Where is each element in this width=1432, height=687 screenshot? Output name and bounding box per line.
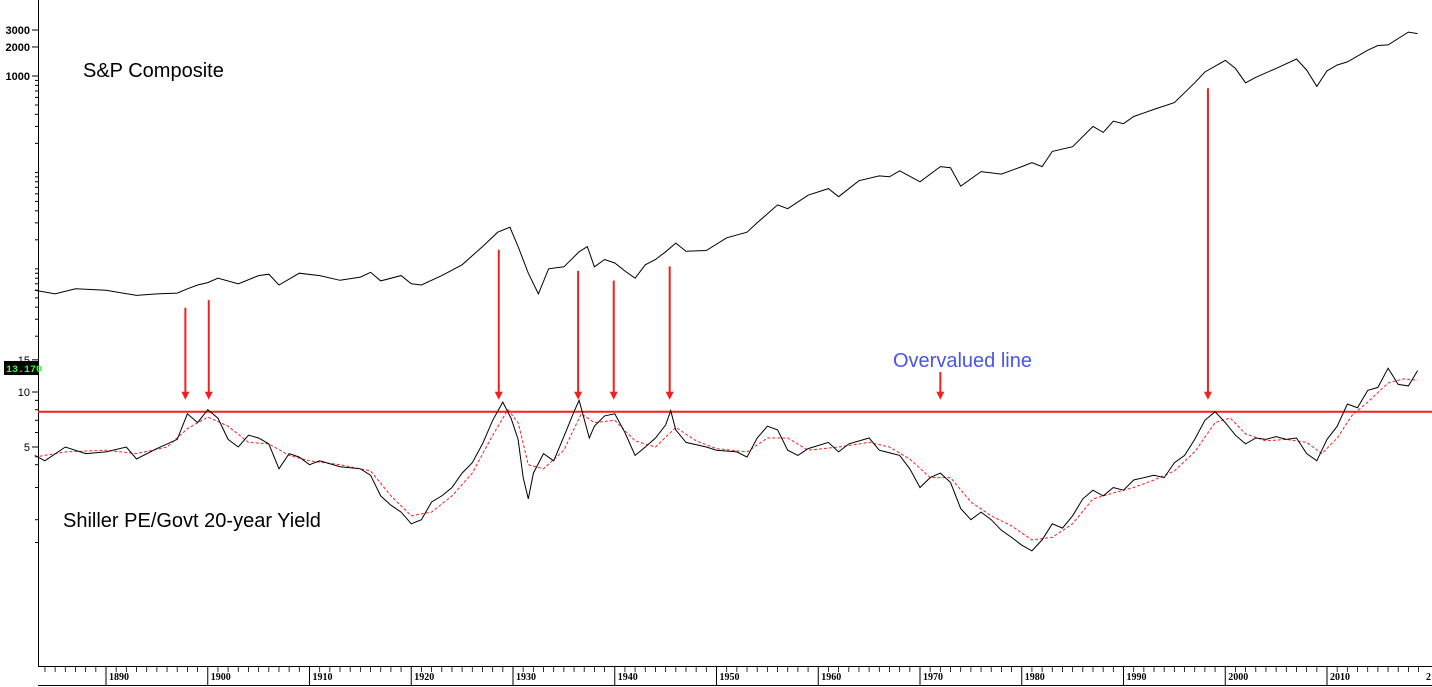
x-tick-label: 2: [1426, 672, 1431, 683]
x-tick-label: 1910: [313, 672, 333, 683]
sp-y-tick-label: 3000: [6, 25, 30, 37]
sp-y-axis-ticks: 3000 2000 1000: [6, 25, 38, 337]
current-value-text: 13.170: [6, 365, 42, 376]
x-tick-label: 1920: [414, 672, 434, 683]
sp-composite-series-line: [34, 31, 1418, 296]
arrow-head: [936, 391, 945, 400]
x-tick-label: 2000: [1228, 672, 1248, 683]
x-tick-label: 1930: [516, 672, 536, 683]
x-tick-label: 1940: [618, 672, 638, 683]
x-axis-ticks: 1890 1900 1910 1920 1930 1940 1950 1960 1970 1980…: [44, 667, 1431, 685]
overvalued-line-label: Overvalued line: [893, 350, 1032, 372]
x-tick-label: 1980: [1025, 672, 1045, 683]
x-tick-label: 1890: [109, 672, 129, 683]
ratio-y-tick-label: 5: [24, 442, 30, 454]
arrow-head: [574, 391, 583, 400]
arrow-head: [494, 391, 503, 400]
arrows-group: [181, 88, 1212, 400]
ratio-series-line: [34, 367, 1419, 552]
arrow-head: [609, 391, 618, 400]
x-tick-label: 2010: [1330, 672, 1350, 683]
x-tick-label: 1900: [211, 672, 231, 683]
x-tick-label: 1950: [720, 672, 740, 683]
current-value-badge: [4, 361, 39, 375]
arrow-head: [665, 391, 674, 400]
x-tick-label: 1960: [821, 672, 841, 683]
arrow-head: [204, 391, 213, 400]
ratio-moving-average-line: [34, 378, 1418, 541]
x-tick-label: 1990: [1127, 672, 1147, 683]
sp-chart-title: S&P Composite: [83, 60, 224, 82]
ratio-y-tick-label: 10: [18, 387, 30, 399]
sp-y-tick-label: 1000: [6, 71, 30, 83]
arrow-head: [181, 391, 190, 400]
sp-y-tick-label: 2000: [6, 42, 30, 54]
ratio-chart-title: Shiller PE/Govt 20-year Yield: [63, 510, 321, 532]
x-tick-label: 1970: [923, 672, 943, 683]
arrow-head: [1203, 391, 1212, 400]
